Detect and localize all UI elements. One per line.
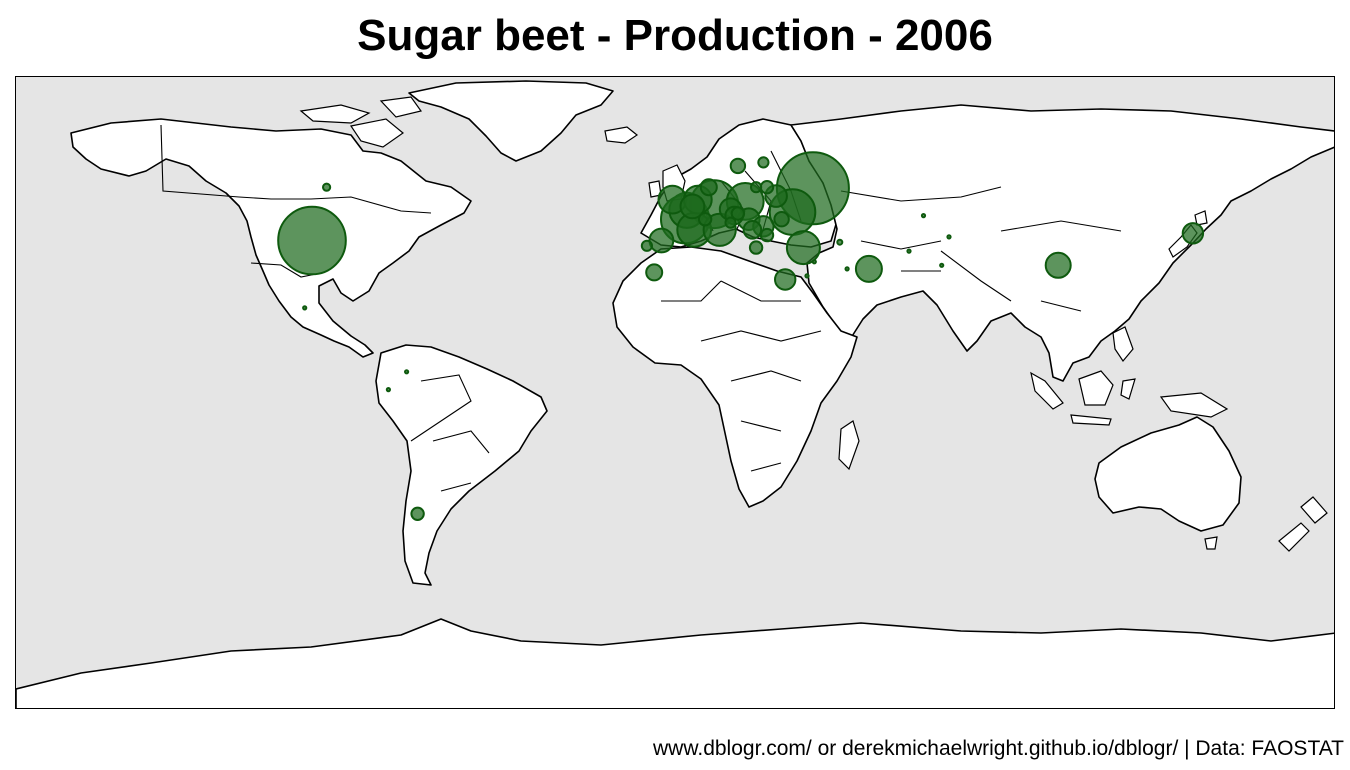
production-bubble <box>844 266 850 272</box>
baffin-island <box>350 118 404 148</box>
production-bubble <box>759 227 775 243</box>
source-caption: www.dblogr.com/ or derekmichaelwright.gi… <box>653 737 1344 760</box>
production-bubble <box>920 213 927 219</box>
production-bubble <box>404 369 410 375</box>
production-bubble <box>773 211 790 228</box>
production-bubble <box>774 268 797 291</box>
philippines <box>1112 326 1134 363</box>
asia-borders <box>840 186 1122 312</box>
hokkaido <box>1194 210 1208 226</box>
production-bubble <box>410 506 425 521</box>
world-map <box>16 80 1334 708</box>
sulawesi <box>1120 378 1136 400</box>
java <box>1070 414 1112 426</box>
tasmania <box>1204 536 1218 550</box>
production-bubble <box>385 387 391 393</box>
production-bubble <box>748 240 764 255</box>
production-bubble <box>302 305 308 311</box>
us-canada-border <box>160 124 432 214</box>
production-bubble <box>757 156 770 169</box>
production-bubble <box>277 205 347 276</box>
australia-landmass <box>1094 416 1242 532</box>
south-america-landmass <box>375 344 548 586</box>
production-bubble <box>939 262 945 268</box>
production-bubble <box>729 157 747 175</box>
production-bubble <box>906 248 912 254</box>
arctic-island <box>379 96 423 118</box>
production-bubble <box>785 230 821 266</box>
production-bubble <box>854 254 883 283</box>
production-bubble <box>742 220 763 240</box>
south-america-borders <box>410 374 490 492</box>
production-bubble <box>759 180 775 195</box>
production-bubble <box>699 178 718 197</box>
production-bubble <box>322 182 332 192</box>
production-bubble <box>836 238 844 246</box>
asia-landmass <box>790 104 1334 382</box>
africa-landmass <box>612 246 858 508</box>
production-bubble <box>640 239 654 252</box>
production-bubble <box>946 234 952 240</box>
production-bubble <box>1181 222 1205 245</box>
borneo <box>1078 370 1114 406</box>
north-america-landmass <box>70 118 472 358</box>
africa-borders <box>661 280 822 472</box>
production-bubble <box>804 273 810 279</box>
map-panel <box>15 76 1335 709</box>
antarctica-landmass <box>16 618 1334 708</box>
production-bubble <box>679 193 706 220</box>
sumatra <box>1030 371 1064 410</box>
new-zealand-north <box>1300 496 1328 524</box>
madagascar <box>838 420 860 471</box>
land-layer <box>16 80 1334 708</box>
production-bubble <box>648 227 675 254</box>
production-bubble <box>750 181 763 194</box>
new-guinea <box>1159 392 1229 418</box>
bubble-layer <box>277 151 1205 521</box>
iceland <box>604 126 639 144</box>
new-zealand-south <box>1278 522 1310 552</box>
production-bubble <box>724 216 737 229</box>
arctic-island <box>299 104 371 124</box>
production-bubble <box>730 206 746 221</box>
map-title: Sugar beet - Production - 2006 <box>357 11 993 60</box>
production-bubble <box>811 259 817 265</box>
production-bubble <box>645 263 664 282</box>
production-bubble <box>1044 251 1072 279</box>
greenland-landmass <box>408 80 614 162</box>
production-bubble <box>697 212 713 227</box>
